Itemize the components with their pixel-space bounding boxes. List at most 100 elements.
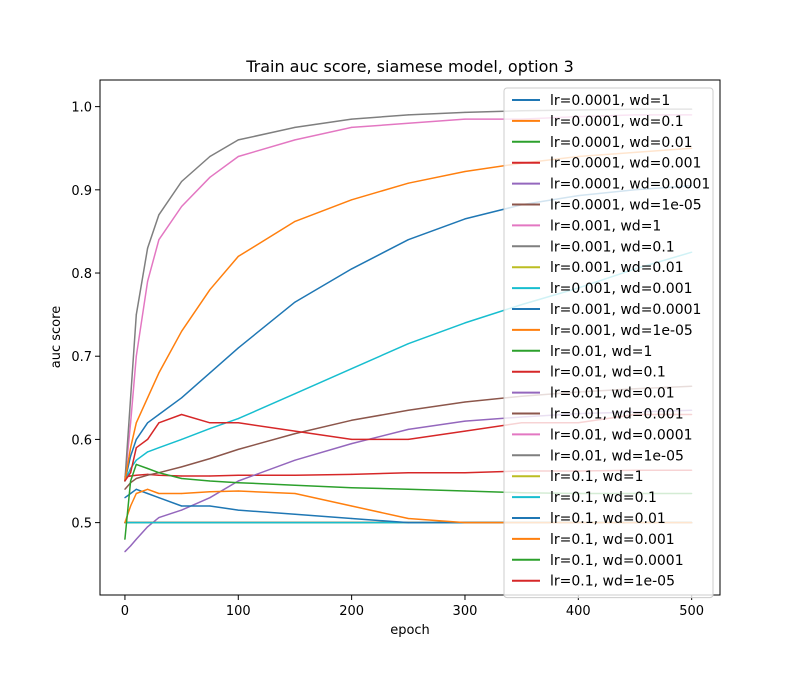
data-point bbox=[237, 522, 239, 524]
data-point bbox=[181, 330, 183, 332]
data-point bbox=[181, 466, 183, 468]
data-point bbox=[158, 372, 160, 374]
data-point bbox=[135, 538, 137, 540]
data-point bbox=[158, 214, 160, 216]
y-tick-label: 0.9 bbox=[71, 184, 92, 199]
data-point bbox=[464, 118, 466, 120]
data-point bbox=[294, 301, 296, 303]
data-point bbox=[237, 139, 239, 141]
data-point bbox=[407, 428, 409, 430]
data-point bbox=[464, 111, 466, 113]
data-point bbox=[407, 517, 409, 520]
data-point bbox=[464, 522, 466, 524]
data-point bbox=[407, 122, 409, 124]
data-point bbox=[407, 114, 409, 116]
data-point bbox=[464, 490, 466, 492]
data-point bbox=[294, 430, 296, 432]
data-point bbox=[209, 497, 211, 499]
data-point bbox=[209, 428, 211, 430]
data-point bbox=[464, 430, 466, 432]
data-point bbox=[181, 438, 183, 440]
data-point bbox=[237, 448, 239, 450]
y-tick-label: 0.6 bbox=[71, 433, 92, 448]
data-point bbox=[158, 239, 160, 241]
plot-frame bbox=[99, 79, 721, 596]
data-point bbox=[147, 438, 149, 440]
data-point bbox=[294, 220, 296, 222]
data-point bbox=[130, 505, 132, 507]
data-point bbox=[147, 526, 149, 528]
data-point bbox=[209, 289, 211, 291]
data-point bbox=[464, 401, 466, 403]
data-point bbox=[237, 418, 239, 420]
legend-label: lr=0.1, wd=0.1 bbox=[550, 490, 657, 506]
data-point bbox=[407, 343, 409, 345]
data-point bbox=[147, 397, 149, 399]
data-point bbox=[181, 492, 183, 495]
data-point bbox=[158, 517, 160, 519]
data-point bbox=[181, 180, 183, 183]
data-point bbox=[407, 409, 409, 411]
data-point bbox=[351, 118, 353, 120]
data-point bbox=[209, 458, 211, 460]
data-point bbox=[135, 355, 137, 357]
data-point bbox=[158, 497, 160, 499]
data-point bbox=[351, 505, 353, 507]
data-point bbox=[407, 522, 409, 524]
data-point bbox=[147, 488, 149, 490]
data-point bbox=[158, 447, 160, 449]
data-point bbox=[237, 482, 239, 484]
data-point bbox=[181, 477, 183, 480]
data-point bbox=[158, 522, 160, 524]
data-point bbox=[237, 490, 239, 492]
data-point bbox=[147, 247, 149, 249]
data-point bbox=[351, 199, 353, 201]
data-point bbox=[135, 447, 137, 449]
data-point bbox=[181, 205, 183, 208]
data-point bbox=[124, 480, 126, 482]
data-point bbox=[209, 155, 211, 158]
x-axis-label: epoch bbox=[390, 623, 430, 638]
x-tick-label: 200 bbox=[339, 604, 364, 619]
data-point bbox=[158, 422, 160, 424]
data-point bbox=[351, 268, 353, 270]
data-point bbox=[147, 492, 149, 495]
data-point bbox=[135, 459, 137, 461]
data-point bbox=[237, 347, 239, 349]
legend-label: lr=0.001, wd=0.001 bbox=[550, 281, 693, 297]
data-point bbox=[209, 491, 211, 493]
data-point bbox=[407, 438, 409, 440]
data-point bbox=[209, 176, 211, 178]
data-point bbox=[407, 488, 409, 490]
data-point bbox=[124, 488, 126, 490]
x-tick-label: 300 bbox=[453, 604, 478, 619]
x-tick-label: 100 bbox=[226, 604, 251, 619]
data-point bbox=[181, 413, 183, 416]
x-tick-label: 500 bbox=[679, 604, 704, 619]
data-point bbox=[135, 422, 137, 424]
legend-label: lr=0.001, wd=1e-05 bbox=[550, 323, 693, 339]
data-point bbox=[135, 474, 137, 476]
data-point bbox=[130, 545, 132, 547]
data-point bbox=[294, 393, 296, 395]
legend-label: lr=0.01, wd=0.001 bbox=[550, 407, 684, 423]
chart-title: Train auc score, siamese model, option 3 bbox=[245, 57, 574, 76]
axes-layer: 0 100 200 300 400 500 0.5 0.6 0.7 0.8 0.9 1.0 bbox=[71, 79, 721, 619]
data-point bbox=[209, 372, 211, 374]
legend-label: lr=0.01, wd=0.0001 bbox=[550, 427, 693, 443]
x-tick-label: 400 bbox=[566, 604, 591, 619]
data-point bbox=[294, 484, 296, 486]
data-point bbox=[135, 522, 137, 524]
data-point bbox=[135, 488, 137, 490]
data-point bbox=[124, 538, 126, 540]
data-point bbox=[209, 522, 211, 524]
data-point bbox=[130, 422, 132, 424]
data-point bbox=[147, 467, 149, 470]
data-point bbox=[294, 474, 296, 476]
data-point bbox=[237, 255, 239, 257]
data-point bbox=[158, 472, 160, 474]
data-point bbox=[130, 522, 132, 524]
data-point bbox=[135, 477, 137, 480]
